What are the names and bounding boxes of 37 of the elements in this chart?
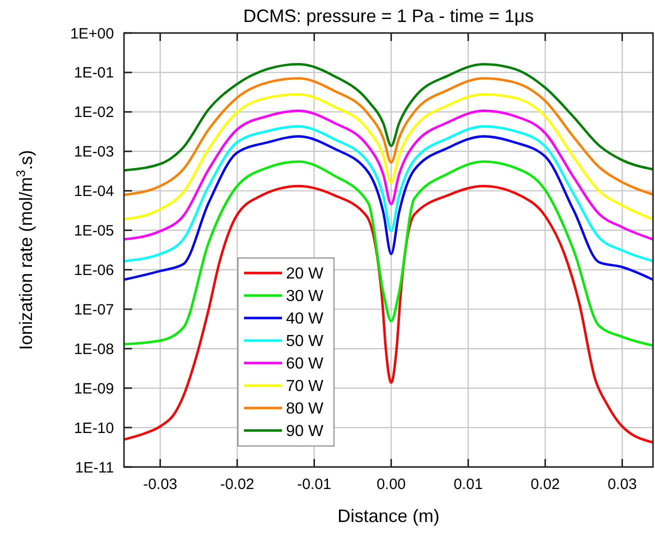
- y-tick-label: 1E-09: [74, 380, 114, 398]
- y-tick-label: 1E-07: [74, 301, 114, 318]
- legend-label: 60 W: [286, 356, 324, 373]
- y-tick-label: 1E-06: [74, 262, 114, 279]
- y-tick-label: 1E+00: [70, 25, 114, 42]
- y-tick-label: 1E-04: [74, 183, 114, 200]
- x-tick-label: 0.01: [454, 476, 483, 493]
- legend-label: 30 W: [286, 288, 324, 306]
- x-tick-label: -0.03: [143, 476, 178, 493]
- x-tick-label: -0.02: [220, 476, 254, 493]
- line-series: [124, 135, 653, 281]
- line-series: [124, 62, 653, 172]
- legend-label: 70 W: [286, 378, 324, 396]
- legend-label: 80 W: [286, 400, 324, 418]
- y-tick-label: 1E-11: [75, 459, 114, 476]
- x-tick-label: 0.03: [608, 476, 637, 493]
- y-tick-label: 1E-03: [74, 144, 114, 161]
- line-series: [124, 160, 653, 347]
- y-tick-label: 1E-02: [74, 104, 114, 122]
- line-series: [124, 184, 653, 444]
- legend-label: 50 W: [286, 333, 324, 350]
- legend-label: 90 W: [286, 423, 324, 440]
- chart-title: DCMS: pressure = 1 Pa - time = 1μs: [243, 6, 534, 26]
- x-axis-title: Distance (m): [337, 506, 440, 526]
- x-tick-label: 0.00: [376, 476, 406, 493]
- y-tick-label: 1E-08: [74, 340, 114, 358]
- x-tick-label: -0.01: [297, 476, 332, 493]
- y-tick-label: 1E-01: [74, 64, 114, 82]
- legend-label: 40 W: [286, 310, 324, 328]
- line-series: [124, 93, 653, 220]
- legend-label: 20 W: [286, 266, 324, 283]
- y-tick-label: 1E-05: [74, 222, 114, 240]
- x-tick-label: 0.02: [530, 476, 560, 493]
- y-tick-label: 1E-10: [74, 420, 114, 437]
- line-series: [124, 77, 653, 196]
- line-series: [124, 125, 653, 262]
- line-series: [124, 110, 653, 241]
